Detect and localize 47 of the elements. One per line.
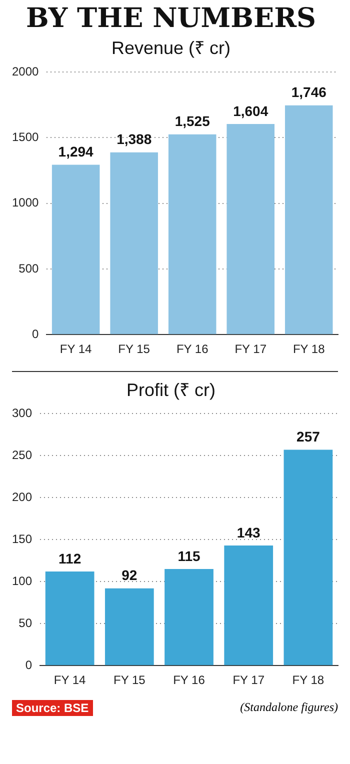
data-label: 1,525 [174,113,210,130]
y-tick-label: 250 [12,448,32,462]
data-label: 1,746 [291,84,327,100]
x-tick-label: FY 17 [234,342,267,356]
data-label: 115 [178,548,201,564]
bar [45,572,94,666]
y-tick-label: 100 [12,574,32,588]
bar [52,164,100,334]
y-tick-label: 500 [18,261,40,276]
bar [226,124,274,334]
data-label: 1,388 [116,131,152,148]
data-label: 1,294 [58,144,94,160]
data-label: 257 [296,428,320,445]
bar [224,545,274,666]
bar [284,105,333,334]
y-tick-label: 0 [25,658,32,672]
x-tick-label: FY 17 [232,673,265,688]
y-tick-label: 0 [32,326,40,341]
y-tick-label: 150 [12,532,32,546]
y-tick-label: 1000 [12,196,40,210]
x-tick-label: FY 15 [118,342,150,356]
x-tick-label: FY 18 [292,673,324,688]
x-tick-label: FY 16 [173,673,206,688]
y-tick-label: 50 [18,616,32,630]
data-label: 1,604 [233,102,268,119]
data-label: 92 [122,567,138,584]
y-tick-label: 200 [12,490,32,504]
x-tick-label: FY 18 [292,342,326,356]
chart-title: BY THE NUMBERS [26,3,316,34]
bar [164,569,214,666]
bar [104,588,154,666]
x-tick-label: FY 16 [176,342,209,356]
text: (Standalone figures) [240,700,338,716]
chart-subtitle: Revenue (₹ cr) [111,38,231,58]
x-tick-label: FY 14 [60,342,92,356]
y-tick-label: 1500 [12,130,40,144]
x-tick-label: FY 15 [114,673,146,688]
y-tick-label: 300 [12,406,32,420]
bar [284,450,333,666]
data-label: 112 [58,550,82,566]
bar [110,152,158,334]
data-label: 143 [236,524,260,540]
chart-title: Profit (₹ cr) [126,380,216,400]
x-tick-label: FY 14 [54,673,86,688]
bar [168,134,216,334]
source-note: Source: BSE [12,700,93,716]
y-tick-label: 2000 [12,64,40,78]
